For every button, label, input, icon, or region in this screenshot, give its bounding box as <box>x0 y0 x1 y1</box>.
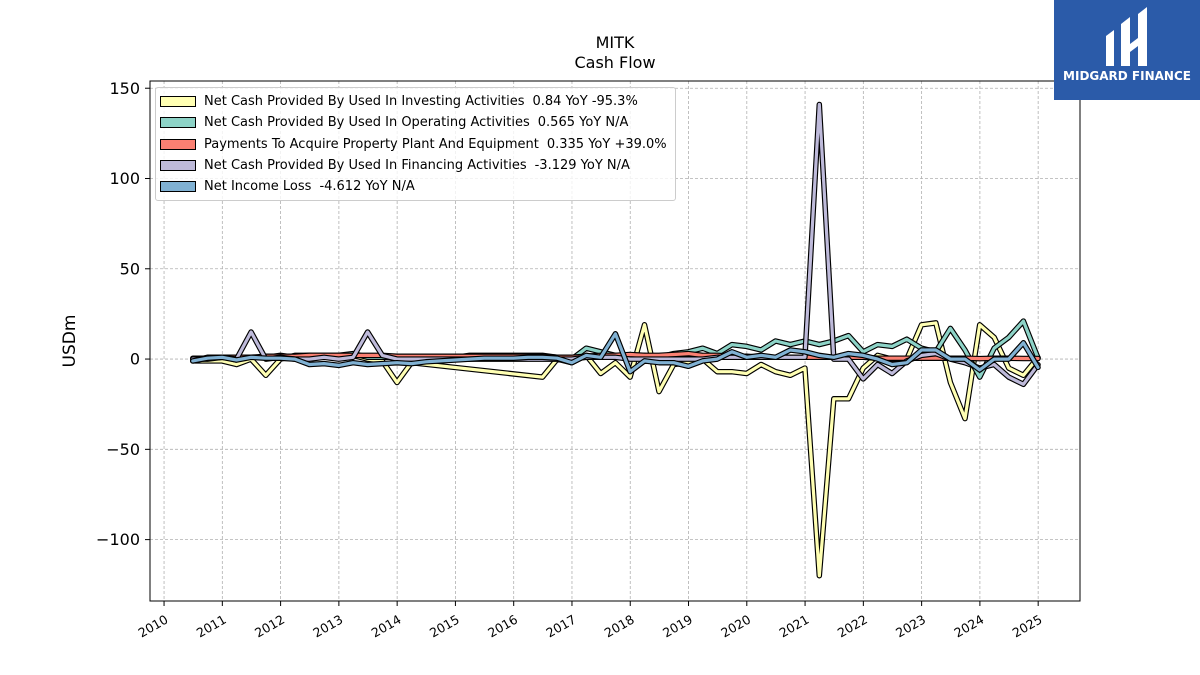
legend-item: Net Cash Provided By Used In Operating A… <box>160 112 667 133</box>
axes-frame <box>149 80 1081 602</box>
x-tick-label: 2012 <box>252 612 287 641</box>
legend-swatch <box>160 160 196 172</box>
legend-series-stat: 0.335 YoY +39.0% <box>546 136 667 152</box>
legend-series-name: Net Cash Provided By Used In Investing A… <box>204 94 525 110</box>
x-tick-label: 2013 <box>310 612 345 641</box>
legend-swatch <box>160 96 196 108</box>
y-tick-label: 150 <box>109 79 140 98</box>
x-tick-label: 2017 <box>543 612 578 641</box>
x-tick-label: 2025 <box>1010 612 1045 641</box>
series-layer <box>190 101 1041 579</box>
series-line-net-income-loss <box>191 332 1040 374</box>
x-tick-label: 2016 <box>485 612 520 641</box>
chart-legend: Net Cash Provided By Used In Investing A… <box>155 87 676 202</box>
legend-series-stat: 0.84 YoY -95.3% <box>532 94 638 110</box>
x-tick-label: 2015 <box>427 612 462 641</box>
legend-item: Net Cash Provided By Used In Financing A… <box>160 155 667 176</box>
legend-series-stat: -3.129 YoY N/A <box>534 158 630 174</box>
y-axis-label: USDm <box>60 315 80 368</box>
y-tick-label: −50 <box>106 440 140 459</box>
brand-logo: MIDGARD FINANCE <box>1054 0 1200 100</box>
legend-item: Payments To Acquire Property Plant And E… <box>160 134 667 155</box>
x-axis: 2010 2011 2012 2013 2014 2015 2016 2017 2018 2019… <box>135 601 1045 641</box>
legend-item: Net Income Loss -4.612 YoY N/A <box>160 176 667 197</box>
legend-swatch <box>160 181 196 193</box>
y-tick-label: 0 <box>130 350 140 369</box>
midgard-m-icon <box>1106 7 1147 66</box>
y-tick-label: 50 <box>120 259 140 278</box>
legend-series-stat: -4.612 YoY N/A <box>319 179 415 195</box>
chart-subtitle: Cash Flow <box>574 53 655 72</box>
x-tick-label: 2019 <box>660 612 695 641</box>
x-tick-label: 2024 <box>951 612 986 641</box>
x-tick-label: 2010 <box>135 612 170 641</box>
legend-series-name: Net Cash Provided By Used In Financing A… <box>204 158 527 174</box>
x-tick-label: 2011 <box>194 612 229 641</box>
legend-series-stat: 0.565 YoY N/A <box>537 115 629 131</box>
y-tick-label: −100 <box>96 530 140 549</box>
legend-series-name: Payments To Acquire Property Plant And E… <box>204 136 539 152</box>
y-axis: −100 −50 0 50 100 150 <box>96 79 150 549</box>
x-tick-label: 2014 <box>369 612 404 641</box>
x-tick-label: 2023 <box>893 612 928 641</box>
x-tick-label: 2018 <box>602 612 637 641</box>
y-tick-label: 100 <box>109 169 140 188</box>
legend-series-name: Net Cash Provided By Used In Operating A… <box>204 115 530 131</box>
chart-title: MITK <box>596 33 635 52</box>
legend-item: Net Cash Provided By Used In Investing A… <box>160 91 667 112</box>
legend-swatch <box>160 117 196 129</box>
x-tick-label: 2022 <box>835 612 870 641</box>
x-tick-label: 2020 <box>718 612 753 641</box>
x-tick-label: 2021 <box>777 612 812 641</box>
series-line-net-cash-provided-by-used-in-financing-activities <box>191 102 1040 386</box>
logo-text: MIDGARD FINANCE <box>1063 69 1191 83</box>
legend-series-name: Net Income Loss <box>204 179 312 195</box>
legend-swatch <box>160 138 196 150</box>
